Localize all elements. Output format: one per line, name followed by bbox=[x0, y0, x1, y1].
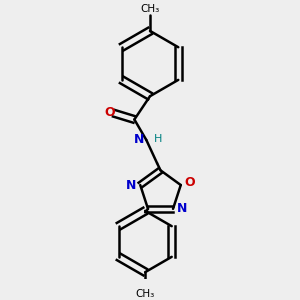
Text: H: H bbox=[154, 134, 163, 144]
Text: N: N bbox=[126, 178, 136, 191]
Text: N: N bbox=[134, 134, 144, 146]
Text: CH₃: CH₃ bbox=[140, 4, 160, 14]
Text: CH₃: CH₃ bbox=[136, 289, 155, 298]
Text: O: O bbox=[185, 176, 195, 189]
Text: O: O bbox=[104, 106, 115, 119]
Text: N: N bbox=[177, 202, 188, 215]
